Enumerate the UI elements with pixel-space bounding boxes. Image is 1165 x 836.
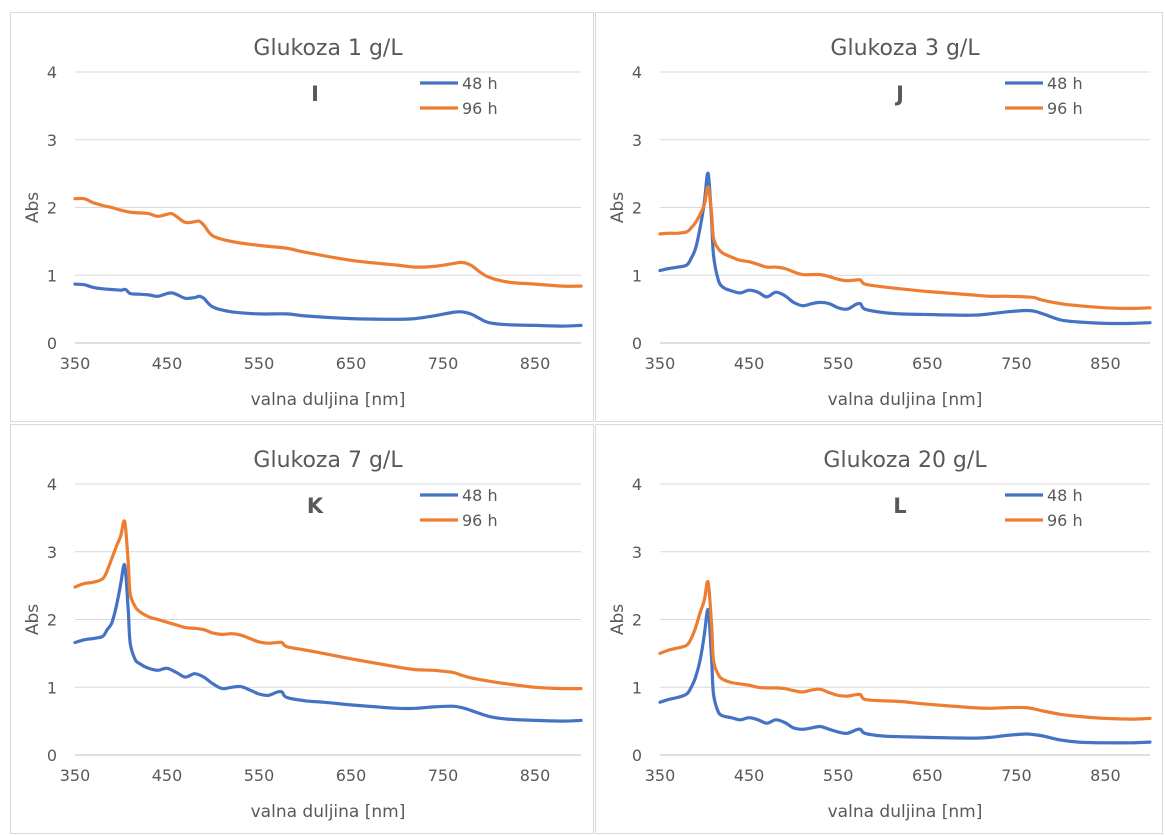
y-tick-label: 1 (632, 266, 642, 285)
y-tick-label: 1 (47, 266, 57, 285)
y-tick-label: 4 (632, 475, 642, 494)
y-tick-label: 2 (47, 199, 57, 218)
y-tick-label: 1 (47, 678, 57, 697)
series-line-2 (73, 519, 583, 691)
series-line-1 (658, 607, 1152, 745)
x-axis-label: valna duljina [nm] (251, 802, 406, 822)
y-tick-label: 0 (47, 746, 57, 765)
x-tick-label: 450 (734, 354, 765, 373)
legend-label: 48 h (462, 74, 498, 93)
y-tick-label: 3 (47, 543, 57, 562)
y-tick-label: 4 (47, 63, 57, 82)
series-line-2 (658, 579, 1152, 721)
y-tick-label: 4 (632, 63, 642, 82)
x-tick-label: 850 (1090, 354, 1121, 373)
x-tick-label: 550 (244, 354, 275, 373)
y-axis-label: Abs (608, 192, 628, 223)
chart-svg: 0 1 2 3 4 350 450 550 650 750 850 Glukoza 3 g/L Jval… (608, 36, 1152, 410)
legend-label: 96 h (1047, 511, 1083, 530)
series-line-1 (658, 171, 1152, 326)
legend-label: 96 h (462, 99, 498, 118)
series-line-1 (73, 562, 583, 723)
y-tick-label: 4 (47, 475, 57, 494)
x-tick-label: 350 (60, 354, 91, 373)
x-tick-label: 550 (823, 354, 854, 373)
x-tick-label: 650 (336, 766, 367, 785)
x-tick-label: 550 (823, 766, 854, 785)
y-tick-label: 0 (632, 746, 642, 765)
x-tick-label: 650 (912, 766, 943, 785)
y-tick-label: 0 (632, 334, 642, 353)
x-tick-label: 750 (428, 766, 459, 785)
chart-svg: 0 1 2 3 4 350 450 550 650 750 850 Glukoza 7 g/L Kval… (23, 448, 583, 822)
x-tick-label: 650 (336, 354, 367, 373)
chart-svg: 0 1 2 3 4 350 450 550 650 750 850 Glukoza 20 g/L Lva… (608, 448, 1152, 822)
series-line-1 (73, 282, 583, 328)
series-line-2 (658, 185, 1152, 310)
x-axis-label: valna duljina [nm] (828, 802, 983, 822)
y-axis-label: Abs (608, 604, 628, 635)
legend-label: 48 h (1047, 74, 1083, 93)
series-line-2 (73, 196, 583, 288)
legend-label: 48 h (462, 486, 498, 505)
x-tick-label: 550 (244, 766, 275, 785)
y-tick-label: 0 (47, 334, 57, 353)
x-tick-label: 850 (1090, 766, 1121, 785)
y-tick-label: 3 (632, 131, 642, 150)
legend-label: 96 h (1047, 99, 1083, 118)
chart-title: Glukoza 3 g/L (830, 36, 980, 61)
y-tick-label: 3 (632, 543, 642, 562)
x-tick-label: 450 (152, 354, 183, 373)
x-tick-label: 350 (60, 766, 91, 785)
x-tick-label: 850 (520, 354, 551, 373)
x-axis-label: valna duljina [nm] (828, 390, 983, 410)
x-tick-label: 750 (1001, 354, 1032, 373)
y-tick-label: 2 (47, 611, 57, 630)
panel-letter: K (307, 494, 324, 518)
legend-label: 96 h (462, 511, 498, 530)
y-axis-label: Abs (23, 604, 43, 635)
x-tick-label: 650 (912, 354, 943, 373)
x-tick-label: 850 (520, 766, 551, 785)
chart-svg: 0 1 2 3 4 350 450 550 650 750 850 Glukoza 1 g/L Ival… (23, 36, 583, 410)
chart-title: Glukoza 1 g/L (253, 36, 403, 61)
chart-title: Glukoza 20 g/L (823, 448, 987, 473)
y-axis-label: Abs (23, 192, 43, 223)
x-tick-label: 450 (152, 766, 183, 785)
x-axis-label: valna duljina [nm] (251, 390, 406, 410)
y-tick-label: 3 (47, 131, 57, 150)
y-tick-label: 2 (632, 199, 642, 218)
panel-letter: I (311, 82, 319, 106)
chart-title: Glukoza 7 g/L (253, 448, 403, 473)
x-tick-label: 450 (734, 766, 765, 785)
x-tick-label: 750 (1001, 766, 1032, 785)
panel-letter: L (893, 494, 906, 518)
y-tick-label: 2 (632, 611, 642, 630)
legend-label: 48 h (1047, 486, 1083, 505)
x-tick-label: 750 (428, 354, 459, 373)
panel-letter: J (894, 82, 904, 106)
y-tick-label: 1 (632, 678, 642, 697)
x-tick-label: 350 (645, 766, 676, 785)
x-tick-label: 350 (645, 354, 676, 373)
